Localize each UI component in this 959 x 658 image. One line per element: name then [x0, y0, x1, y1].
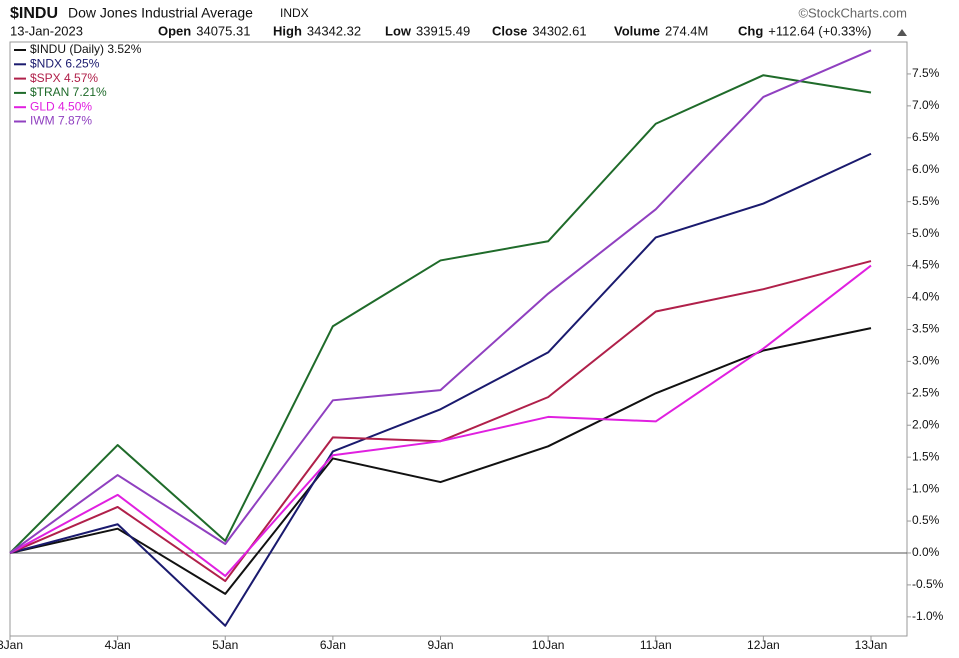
y-tick-label: 2.5%	[912, 385, 940, 399]
stat-value: 34075.31	[196, 23, 250, 38]
source: ©StockCharts.com	[798, 5, 907, 20]
arrow-icon	[897, 29, 907, 36]
series-line	[9, 152, 872, 627]
y-tick-label: 7.0%	[912, 98, 940, 112]
y-tick-label: 6.0%	[912, 162, 940, 176]
stat-value: 34342.32	[307, 23, 361, 38]
stat-label: Volume	[614, 23, 660, 38]
y-tick-label: -1.0%	[912, 609, 944, 623]
legend-label: GLD 4.50%	[30, 99, 92, 113]
y-tick-label: 0.0%	[912, 545, 940, 559]
legend-label: $INDU (Daily) 3.52%	[30, 42, 142, 56]
x-tick-label: 9Jan	[427, 638, 453, 652]
legend-label: $TRAN 7.21%	[30, 85, 107, 99]
stat-value: 34302.61	[532, 23, 586, 38]
index-name: Dow Jones Industrial Average	[68, 5, 253, 21]
y-tick-label: 7.5%	[912, 66, 940, 80]
y-tick-label: 4.0%	[912, 290, 940, 304]
y-tick-label: 2.0%	[912, 417, 940, 431]
x-tick-label: 4Jan	[105, 638, 131, 652]
date: 13-Jan-2023	[10, 23, 83, 38]
y-tick-label: 3.5%	[912, 322, 940, 336]
y-tick-label: 4.5%	[912, 258, 940, 272]
y-tick-label: 0.5%	[912, 513, 940, 527]
series-line	[9, 264, 872, 577]
y-tick-label: 1.5%	[912, 449, 940, 463]
exchange: INDX	[280, 6, 309, 20]
stat-value: 274.4M	[665, 23, 708, 38]
stat-value: +112.64 (+0.33%)	[768, 23, 871, 38]
stat-label: Close	[492, 23, 527, 38]
legend-label: IWM 7.87%	[30, 114, 92, 128]
stat-value: 33915.49	[416, 23, 470, 38]
series-line	[9, 74, 872, 554]
stat-label: High	[273, 23, 302, 38]
y-tick-label: 5.5%	[912, 194, 940, 208]
x-tick-label: 11Jan	[640, 638, 672, 652]
x-tick-label: 3Jan	[0, 638, 23, 652]
x-tick-label: 13Jan	[855, 638, 888, 652]
legend-label: $NDX 6.25%	[30, 56, 100, 70]
stat-label: Low	[385, 23, 412, 38]
y-tick-label: 3.0%	[912, 354, 940, 368]
x-tick-label: 10Jan	[532, 638, 565, 652]
y-tick-label: 5.0%	[912, 226, 940, 240]
x-tick-label: 12Jan	[747, 638, 780, 652]
stat-label: Open	[158, 23, 191, 38]
y-tick-label: -0.5%	[912, 577, 944, 591]
stat-label: Chg	[738, 23, 763, 38]
plot-frame	[9, 41, 908, 637]
series-line	[9, 49, 872, 554]
legend-label: $SPX 4.57%	[30, 71, 98, 85]
symbol: $INDU	[10, 5, 58, 22]
x-tick-label: 6Jan	[320, 638, 346, 652]
x-tick-label: 5Jan	[212, 638, 238, 652]
series-line	[9, 327, 872, 595]
y-tick-label: 6.5%	[912, 130, 940, 144]
y-tick-label: 1.0%	[912, 481, 940, 495]
